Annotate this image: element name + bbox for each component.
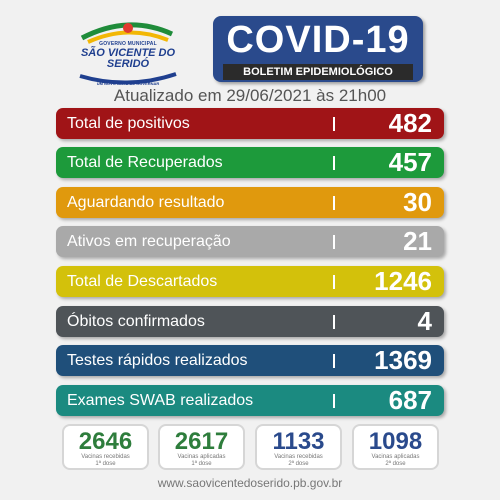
- row-ativos-recuperacao: Ativos em recuperação 21: [56, 226, 444, 257]
- vaccine-dose: 1ª dose: [191, 461, 212, 467]
- row-value: 4: [417, 306, 432, 336]
- vaccine-count: 2617: [174, 428, 229, 455]
- vaccine-caption: Vacinas aplicadas: [371, 454, 420, 460]
- row-value: 482: [388, 108, 432, 138]
- row-label: Ativos em recuperação: [67, 233, 231, 250]
- row-divider: [333, 196, 335, 210]
- row-label: Total de Descartados: [67, 273, 218, 290]
- row-label: Aguardando resultado: [67, 194, 225, 211]
- row-label: Total de Recuperados: [67, 154, 223, 171]
- vaccine-card-received-dose1: 2646 Vacinas recebidas 1ª dose: [62, 424, 149, 470]
- row-value: 21: [403, 226, 432, 256]
- logo-gov-text: GOVERNO MUNICIPAL: [99, 41, 157, 47]
- row-label: Testes rápidos realizados: [67, 352, 248, 369]
- logo-swoosh-icon: [79, 22, 177, 85]
- row-divider: [333, 315, 335, 329]
- row-exames-swab: Exames SWAB realizados 687: [56, 385, 444, 416]
- row-total-recuperados: Total de Recuperados 457: [56, 147, 444, 178]
- vaccine-card-applied-dose2: 1098 Vacinas aplicadas 2ª dose: [352, 424, 439, 470]
- row-aguardando-resultado: Aguardando resultado 30: [56, 187, 444, 218]
- row-label: Exames SWAB realizados: [67, 392, 254, 409]
- row-divider: [333, 275, 335, 289]
- vaccine-count: 1098: [368, 428, 423, 455]
- vaccine-count: 2646: [78, 428, 133, 455]
- row-value: 457: [388, 147, 432, 177]
- vaccine-caption: Vacinas recebidas: [81, 454, 130, 460]
- row-value: 687: [388, 385, 432, 415]
- municipality-logo: GOVERNO MUNICIPAL SÃO VICENTE DO SERIDÓ …: [72, 18, 184, 88]
- page-title: COVID-19: [226, 19, 410, 61]
- bulletin-subtitle: BOLETIM EPIDEMIOLÓGICO: [223, 64, 413, 80]
- vaccine-dose: 2ª dose: [288, 461, 309, 467]
- vaccine-dose: 1ª dose: [95, 461, 116, 467]
- row-divider: [333, 394, 335, 408]
- vaccine-card-applied-dose1: 2617 Vacinas aplicadas 1ª dose: [158, 424, 245, 470]
- website-link[interactable]: www.saovicentedoserido.pb.gov.br: [157, 476, 343, 490]
- row-value: 1246: [374, 266, 432, 296]
- vaccine-dose: 2ª dose: [385, 461, 406, 467]
- vaccine-card-received-dose2: 1133 Vacinas recebidas 2ª dose: [255, 424, 342, 470]
- row-testes-rapidos: Testes rápidos realizados 1369: [56, 345, 444, 376]
- row-divider: [333, 117, 335, 131]
- row-divider: [333, 235, 335, 249]
- row-obitos-confirmados: Óbitos confirmados 4: [56, 306, 444, 337]
- row-total-descartados: Total de Descartados 1246: [56, 266, 444, 297]
- vaccine-count: 1133: [272, 428, 325, 455]
- logo-slogan-text: UM NOVO JEITO DE GOVERNAR: [96, 81, 160, 86]
- row-total-positivos: Total de positivos 482: [56, 108, 444, 139]
- row-divider: [333, 156, 335, 170]
- vaccine-caption: Vacinas aplicadas: [177, 454, 226, 460]
- row-divider: [333, 354, 335, 368]
- covid-header: COVID-19 BOLETIM EPIDEMIOLÓGICO: [213, 16, 423, 82]
- logo-city-text: SÃO VICENTE DO SERIDÓ: [80, 47, 176, 70]
- row-value: 1369: [374, 345, 432, 375]
- updated-timestamp: Atualizado em 29/06/2021 às 21h00: [113, 86, 387, 105]
- vaccine-caption: Vacinas recebidas: [274, 454, 323, 460]
- row-label: Óbitos confirmados: [67, 313, 205, 330]
- row-value: 30: [403, 187, 432, 217]
- row-label: Total de positivos: [67, 115, 190, 132]
